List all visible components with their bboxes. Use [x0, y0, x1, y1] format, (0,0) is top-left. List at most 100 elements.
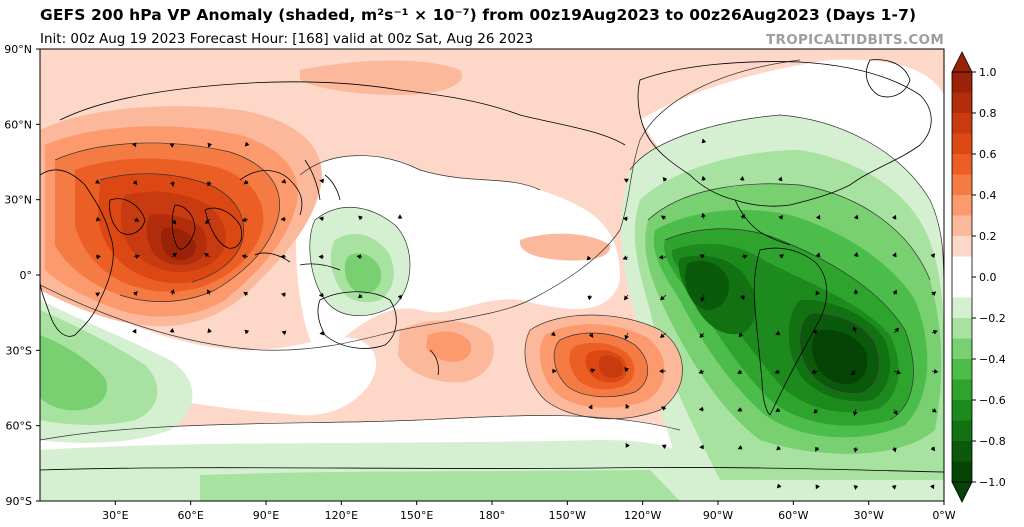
vector-head	[133, 291, 138, 296]
vector-head	[700, 297, 705, 302]
vector-head	[243, 291, 249, 297]
lat-tick-label: 90°S	[6, 495, 32, 508]
vector-head	[244, 329, 250, 335]
vector-head	[662, 177, 668, 182]
vector-head	[319, 178, 324, 184]
vector-head	[777, 176, 783, 182]
negative-region	[40, 335, 108, 411]
colorbar-segment	[952, 154, 972, 175]
vector-head	[852, 326, 858, 332]
vector-head	[135, 254, 140, 259]
vector-head	[891, 214, 897, 220]
vector-head	[815, 252, 821, 258]
vector-head	[892, 289, 897, 295]
vector-head	[659, 333, 665, 338]
colorbar-tick-label: −0.8	[979, 435, 1006, 448]
colorbar-tick-label: −0.6	[979, 394, 1006, 407]
vector-head	[588, 333, 594, 338]
vector-head	[622, 216, 628, 222]
chart-title: GEFS 200 hPa VP Anomaly (shaded, m²s⁻¹ ×…	[40, 6, 917, 24]
colorbar-tick-label: 0.0	[979, 271, 997, 284]
vector-head	[552, 368, 557, 374]
vector-head	[96, 254, 101, 260]
vector-head	[397, 295, 403, 300]
vector-head	[281, 178, 286, 184]
vector-head	[550, 331, 556, 337]
vector-head	[701, 138, 707, 144]
vector-head	[891, 485, 897, 490]
vector-head	[207, 328, 212, 334]
positive-region	[599, 355, 624, 378]
vector-head	[815, 446, 820, 452]
vector-head	[929, 484, 935, 490]
positive-region	[426, 331, 472, 362]
colorbar-segment	[952, 92, 972, 114]
vector-head	[892, 447, 897, 453]
vector-head	[776, 483, 782, 489]
lon-tick-label: 150°E	[400, 509, 433, 522]
vector-head	[737, 407, 743, 412]
vector-head	[588, 404, 593, 410]
vector-head	[737, 369, 743, 374]
vector-head	[356, 254, 362, 260]
vector-head	[933, 368, 939, 374]
colorbar-tick-label: 0.2	[979, 230, 997, 243]
negative-region	[344, 253, 382, 294]
lat-tick-label: 90°N	[4, 43, 32, 56]
vector-head	[699, 254, 705, 259]
vector-head	[774, 369, 780, 374]
lon-tick-label: 90°E	[253, 509, 279, 522]
vector-head	[132, 328, 137, 334]
vector-head	[96, 216, 101, 222]
vector-head	[738, 332, 744, 338]
vector-head	[206, 289, 212, 295]
vector-head	[740, 295, 745, 301]
vector-head	[318, 292, 324, 298]
vector-head	[737, 445, 743, 450]
colorbar-segment	[952, 215, 972, 237]
vector-head	[812, 330, 818, 335]
colorbar: 1.0 0.8 0.6 0.4 0.2 0.0 −0.2 −0.4 −0.6 −0.8 −1.0	[951, 51, 1006, 503]
vector-head	[281, 330, 287, 336]
vector-head	[397, 214, 403, 219]
lon-tick-label: 60°E	[177, 509, 203, 522]
vector-head	[850, 370, 856, 376]
lat-tick-label: 0°	[20, 269, 33, 282]
colorbar-segment	[952, 256, 972, 278]
vector-head	[357, 293, 363, 299]
vector-head	[280, 292, 286, 298]
vector-head	[169, 143, 175, 148]
vector-head	[319, 330, 325, 336]
vector-head	[701, 175, 707, 181]
vector-head	[699, 444, 704, 450]
vector-head	[624, 367, 629, 372]
vector-head	[625, 403, 630, 409]
vector-head	[243, 179, 249, 185]
vector-head	[170, 289, 175, 294]
vector-head	[659, 368, 664, 374]
vector-head	[698, 406, 704, 412]
vector-head	[586, 255, 592, 261]
vector-head	[622, 255, 628, 260]
positive-region	[160, 227, 196, 260]
coastlines	[40, 59, 944, 473]
vector-head	[815, 484, 820, 490]
latitude-axis: 90°N 60°N 30°N 0° 30°S 60°S 90°S	[4, 43, 40, 508]
vector-head	[587, 295, 593, 301]
vector-head	[318, 216, 324, 222]
colorbar-segment	[952, 400, 972, 421]
vector-head	[896, 369, 902, 375]
vector-head	[779, 254, 784, 259]
colorbar-segment	[952, 72, 972, 93]
vector-head	[358, 215, 363, 221]
vector-head	[660, 215, 666, 220]
colorbar-tick-label: −0.4	[979, 353, 1006, 366]
colorbar-segment	[952, 318, 972, 339]
positive-region	[300, 60, 462, 95]
colorbar-segment	[952, 420, 972, 442]
vector-head	[241, 254, 247, 259]
lon-tick-label: 30°E	[102, 509, 128, 522]
colorbar-segment	[952, 133, 972, 155]
vector-head	[894, 327, 900, 333]
